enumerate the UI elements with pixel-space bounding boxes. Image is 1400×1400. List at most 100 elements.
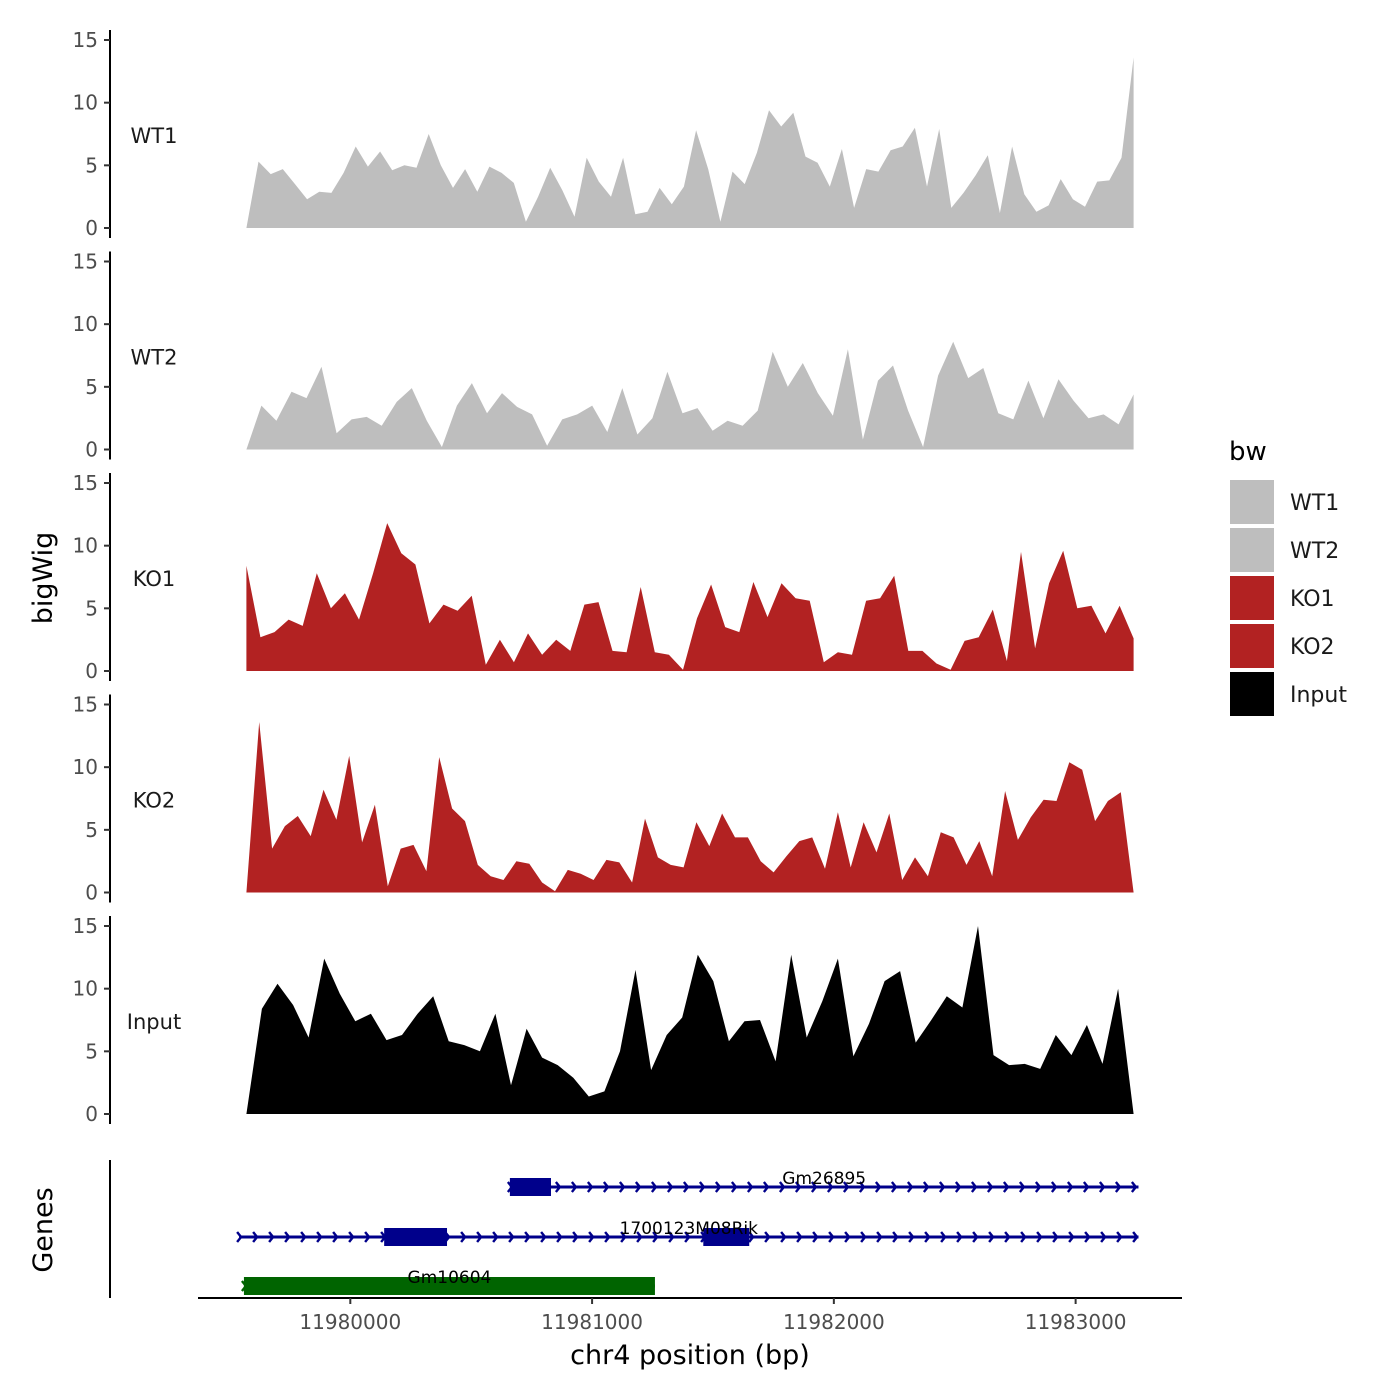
strand-arrow [762, 1181, 770, 1193]
legend-key-ko1 [1230, 576, 1274, 620]
strand-arrow [1100, 1231, 1107, 1243]
strand-arrow [972, 1231, 979, 1243]
strand-arrow [284, 1231, 291, 1243]
strand-arrow [1004, 1231, 1011, 1243]
y-tick-label-wt1-0: 0 [85, 216, 98, 240]
strand-arrow [826, 1181, 834, 1193]
gene-label-1700123m08rik: 1700123M08Rik [620, 1219, 759, 1239]
strand-arrow [684, 1231, 691, 1243]
strand-arrow [844, 1231, 851, 1243]
track-ko2: 0 5 10 15 KO2 [73, 693, 1134, 905]
area-ko1 [246, 523, 1134, 671]
strand-arrow [618, 1181, 626, 1193]
strand-arrow [956, 1231, 963, 1243]
exon-gm10604-1 [243, 1277, 655, 1295]
strand-arrow [236, 1231, 243, 1243]
y-tick-label-input-10: 10 [73, 977, 98, 1001]
y-tick-label-input-0: 0 [85, 1102, 98, 1126]
y-tick-label-ko2-15: 15 [73, 693, 98, 717]
y-tick-label-wt2-15: 15 [73, 250, 98, 274]
y-tick-label-wt1-15: 15 [73, 28, 98, 52]
legend-title: bw [1229, 437, 1267, 467]
strand-arrow [924, 1231, 931, 1243]
y-tick-label-input-5: 5 [85, 1039, 98, 1063]
strand-arrow [252, 1231, 259, 1243]
strand-arrow [364, 1231, 371, 1243]
legend-key-wt2 [1230, 528, 1274, 572]
strand-arrow [602, 1181, 610, 1193]
strand-arrow [764, 1231, 771, 1243]
strand-arrow [842, 1181, 850, 1193]
strand-arrow [332, 1231, 339, 1243]
y-tick-label-ko2-5: 5 [85, 818, 98, 842]
strand-arrow [748, 1231, 755, 1243]
track-wt1: 0 5 10 15 WT1 [73, 28, 1134, 240]
strand-arrow [636, 1231, 643, 1243]
x-tick-label-11981000: 11981000 [541, 1310, 643, 1334]
strand-arrow [476, 1231, 483, 1243]
strand-arrow [650, 1181, 658, 1193]
strand-arrow [1002, 1181, 1010, 1193]
x-tick-label-11982000: 11982000 [783, 1310, 885, 1334]
strand-arrow [682, 1181, 690, 1193]
area-wt2 [246, 341, 1134, 450]
strand-arrow [1066, 1181, 1074, 1193]
strand-arrow [1084, 1231, 1091, 1243]
exon-1700123m08rik-1 [384, 1228, 448, 1246]
area-ko2 [246, 722, 1134, 893]
strand-arrow [940, 1231, 947, 1243]
strand-arrow [634, 1181, 642, 1193]
legend-label-ko1: KO1 [1290, 587, 1335, 612]
strand-arrow [954, 1181, 962, 1193]
strand-arrow [1132, 1231, 1139, 1243]
strand-arrow [492, 1231, 499, 1243]
strand-arrow [780, 1231, 787, 1243]
gene-label-gm26895: Gm26895 [782, 1169, 866, 1189]
strand-arrow [828, 1231, 835, 1243]
track-label-wt1: WT1 [131, 124, 178, 148]
strand-arrow [794, 1181, 802, 1193]
strand-arrow [348, 1231, 355, 1243]
strand-arrow [746, 1181, 754, 1193]
y-axis-title: bigWig [28, 532, 59, 625]
strand-arrow [876, 1231, 883, 1243]
area-input [246, 926, 1134, 1114]
strand-arrow [1082, 1181, 1090, 1193]
strand-arrow [908, 1231, 915, 1243]
strand-arrow [1052, 1231, 1059, 1243]
strand-arrow [570, 1181, 578, 1193]
strand-arrow [796, 1231, 803, 1243]
strand-arrow [1068, 1231, 1075, 1243]
strand-arrow [778, 1181, 786, 1193]
y-tick-label-ko1-15: 15 [73, 471, 98, 495]
y-tick-label-ko2-10: 10 [73, 755, 98, 779]
strand-arrow [666, 1181, 674, 1193]
strand-arrow [986, 1181, 994, 1193]
strand-arrow [730, 1181, 738, 1193]
x-axis: 11980000 11981000 11982000 11983000 [198, 1297, 1182, 1334]
y-tick-label-wt2-5: 5 [85, 375, 98, 399]
strand-arrow [1116, 1231, 1123, 1243]
x-tick-label-11983000: 11983000 [1025, 1310, 1127, 1334]
track-label-input: Input [127, 1010, 181, 1034]
strand-arrow [1114, 1181, 1122, 1193]
strand-arrow [1098, 1181, 1106, 1193]
strand-arrow [858, 1181, 866, 1193]
legend-key-wt1 [1230, 480, 1274, 524]
strand-arrow [970, 1181, 978, 1193]
track-ko1: 0 5 10 15 KO1 [73, 471, 1134, 683]
strand-arrow [588, 1231, 595, 1243]
strand-arrow [810, 1181, 818, 1193]
strand-arrow [586, 1181, 594, 1193]
strand-arrow [668, 1231, 675, 1243]
y-tick-label-ko2-0: 0 [85, 881, 98, 905]
strand-arrow [874, 1181, 882, 1193]
strand-arrow [460, 1231, 467, 1243]
strand-arrow [860, 1231, 867, 1243]
genes-axis-title: Genes [28, 1187, 59, 1272]
y-tick-label-ko1-10: 10 [73, 534, 98, 558]
gene-1700123m08rik: 1700123M08Rik [236, 1219, 1139, 1246]
gene-label-gm10604: Gm10604 [408, 1268, 492, 1288]
strand-arrow [698, 1181, 706, 1193]
